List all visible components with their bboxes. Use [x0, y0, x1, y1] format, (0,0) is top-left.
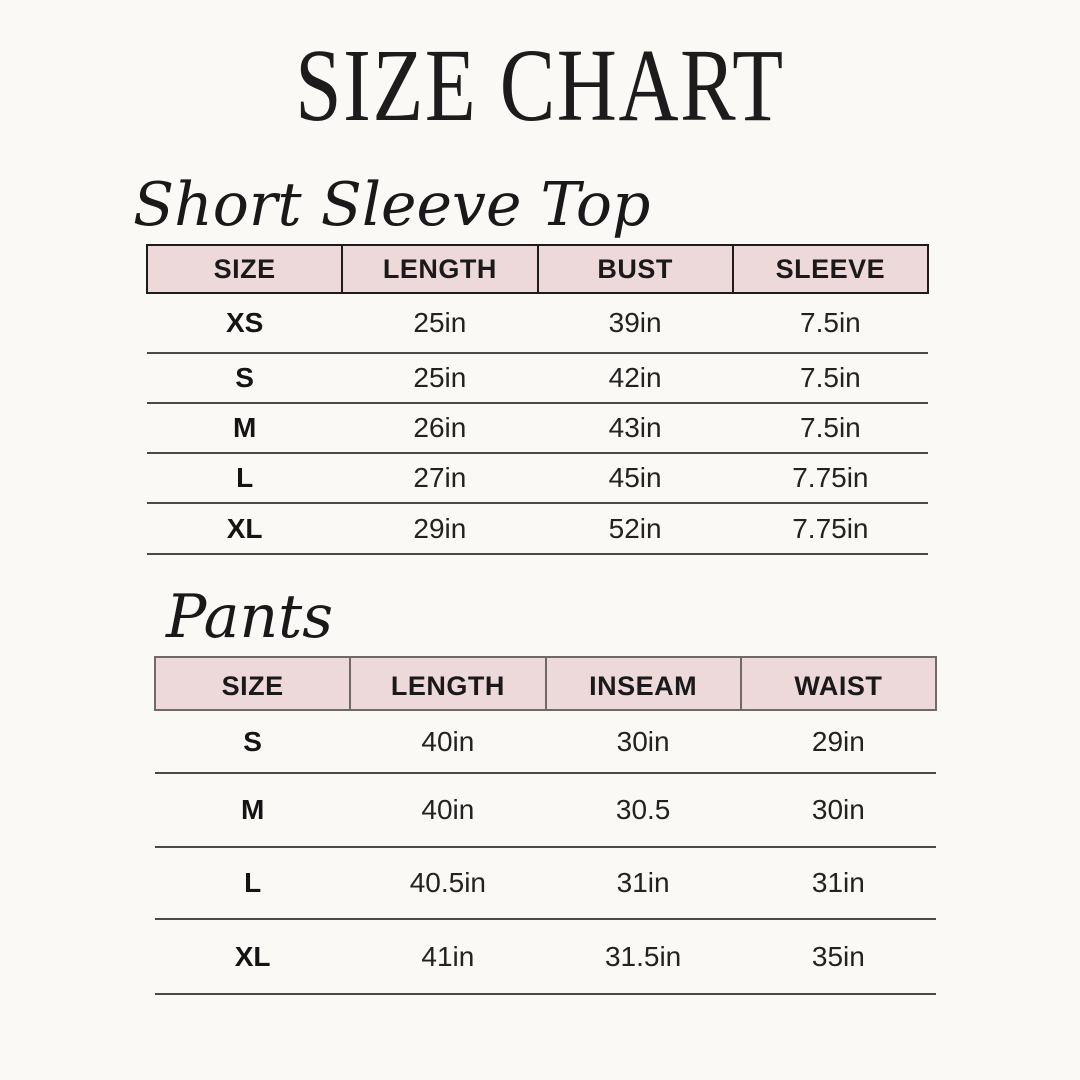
column-header-inseam: INSEAM — [544, 656, 742, 711]
value-cell: 29in — [342, 503, 538, 555]
value-cell: 25in — [342, 353, 538, 404]
page-title: SIZE CHART — [295, 28, 785, 143]
column-header-size: SIZE — [145, 244, 344, 294]
column-header-waist: WAIST — [739, 656, 938, 711]
size-cell: S — [155, 710, 351, 774]
table-header-row: SIZE LENGTH BUST SLEEVE — [145, 244, 930, 294]
value-cell: 30in — [545, 710, 741, 774]
size-cell: XL — [147, 503, 343, 555]
column-header-length: LENGTH — [341, 244, 539, 294]
section-heading-pants: Pants — [166, 582, 333, 652]
column-header-sleeve: SLEEVE — [731, 244, 930, 294]
value-cell: 7.75in — [732, 503, 928, 555]
value-cell: 45in — [537, 453, 733, 504]
value-cell: 35in — [740, 919, 936, 995]
value-cell: 7.5in — [732, 293, 928, 354]
value-cell: 43in — [537, 403, 733, 454]
table-row: XS 25in 39in 7.5in — [147, 293, 928, 354]
column-header-bust: BUST — [536, 244, 734, 294]
table-row: L 40.5in 31in 31in — [155, 847, 936, 920]
value-cell: 40.5in — [350, 847, 546, 920]
value-cell: 7.5in — [732, 353, 928, 404]
table-row: M 40in 30.5 30in — [155, 773, 936, 848]
value-cell: 40in — [350, 773, 546, 848]
table-row: XL 29in 52in 7.75in — [147, 503, 928, 555]
value-cell: 41in — [350, 919, 546, 995]
table-row: S 40in 30in 29in — [155, 710, 936, 774]
size-cell: XS — [147, 293, 343, 354]
value-cell: 39in — [537, 293, 733, 354]
value-cell: 40in — [350, 710, 546, 774]
value-cell: 31.5in — [545, 919, 741, 995]
column-header-length: LENGTH — [349, 656, 547, 711]
value-cell: 31in — [545, 847, 741, 920]
size-cell: M — [147, 403, 343, 454]
section-heading-short-sleeve-top: Short Sleeve Top — [133, 170, 651, 240]
column-header-size: SIZE — [153, 656, 352, 711]
value-cell: 7.5in — [732, 403, 928, 454]
size-cell: L — [155, 847, 351, 920]
value-cell: 7.75in — [732, 453, 928, 504]
value-cell: 52in — [537, 503, 733, 555]
size-cell: XL — [155, 919, 351, 995]
value-cell: 26in — [342, 403, 538, 454]
table-header-row: SIZE LENGTH INSEAM WAIST — [153, 656, 938, 711]
table-row: L 27in 45in 7.75in — [147, 453, 928, 504]
size-cell: M — [155, 773, 351, 848]
table-row: S 25in 42in 7.5in — [147, 353, 928, 404]
size-cell: S — [147, 353, 343, 404]
value-cell: 31in — [740, 847, 936, 920]
value-cell: 25in — [342, 293, 538, 354]
table-row: M 26in 43in 7.5in — [147, 403, 928, 454]
value-cell: 30.5 — [545, 773, 741, 848]
value-cell: 27in — [342, 453, 538, 504]
size-cell: L — [147, 453, 343, 504]
value-cell: 29in — [740, 710, 936, 774]
table-row: XL 41in 31.5in 35in — [155, 919, 936, 995]
value-cell: 30in — [740, 773, 936, 848]
short-sleeve-top-table: SIZE LENGTH BUST SLEEVE XS 25in 39in 7.5… — [145, 244, 930, 555]
value-cell: 42in — [537, 353, 733, 404]
pants-table: SIZE LENGTH INSEAM WAIST S 40in 30in 29i… — [153, 656, 938, 995]
